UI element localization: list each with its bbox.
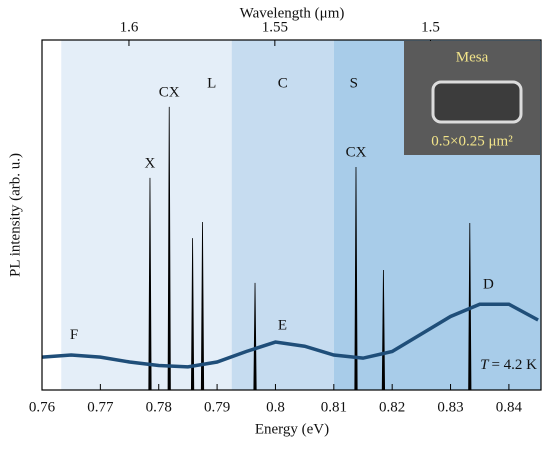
peak xyxy=(354,167,358,390)
x2-axis-label: Wavelength (μm) xyxy=(240,5,345,21)
mesa-shape xyxy=(431,80,523,124)
temperature-symbol: T xyxy=(480,357,490,373)
x-tick-label: 0.83 xyxy=(437,399,463,415)
x-tick-label: 0.84 xyxy=(496,399,523,415)
x2-tick-label: 1.5 xyxy=(421,19,440,35)
x2-tick-label: 1.55 xyxy=(262,19,288,35)
band xyxy=(231,40,334,390)
x-tick-label: 0.8 xyxy=(266,399,285,415)
curve-label: D xyxy=(483,276,494,292)
x-axis-label: Energy (eV) xyxy=(255,421,329,437)
temperature-value: = 4.2 K xyxy=(491,357,537,373)
transmission-curve xyxy=(42,302,539,369)
curve-label: E xyxy=(278,317,287,333)
band-label: C xyxy=(278,75,288,91)
x-tick-label: 0.77 xyxy=(87,399,114,415)
band-label: L xyxy=(207,75,216,91)
peak xyxy=(253,282,257,390)
peak xyxy=(167,106,171,390)
peak xyxy=(148,177,152,390)
x-tick-label: 0.78 xyxy=(146,399,172,415)
x-tick-label: 0.76 xyxy=(29,399,56,415)
y-axis-label: PL intensity (arb. u.) xyxy=(7,153,23,277)
x-tick-label: 0.81 xyxy=(321,399,347,415)
peak xyxy=(381,269,386,390)
band xyxy=(61,40,232,390)
temperature-annotation: T = 4.2 K xyxy=(480,357,537,373)
inset-size: 0.5×0.25 μm² xyxy=(431,133,513,149)
x2-tick-label: 1.6 xyxy=(120,19,139,35)
x-tick-label: 0.79 xyxy=(204,399,230,415)
band-label: S xyxy=(350,75,358,91)
x-tick-label: 0.82 xyxy=(379,399,405,415)
curve-label: F xyxy=(70,327,78,343)
peak-label: X xyxy=(145,155,156,171)
frame xyxy=(41,39,542,391)
peak-label: CX xyxy=(159,84,180,100)
inset-title: Mesa xyxy=(456,49,489,65)
peak-label: CX xyxy=(346,144,367,160)
peak xyxy=(200,221,205,390)
peak xyxy=(190,238,195,390)
